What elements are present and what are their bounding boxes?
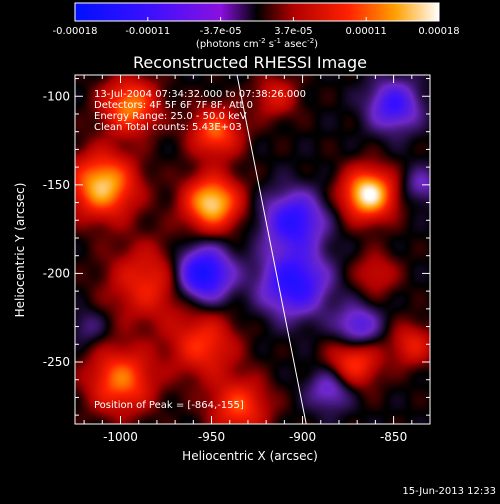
peak-position-label: Position of Peak = [-864,-155] xyxy=(94,400,244,411)
x-tick-label: -900 xyxy=(289,430,316,444)
colorbar-tick-label: 0.00011 xyxy=(346,26,387,37)
annotation-energy: Energy Range: 25.0 - 50.0 keV xyxy=(94,111,247,122)
x-tick-label: -1000 xyxy=(103,430,138,444)
colorbar: -0.00018 -0.00011 -3.7e-05 3.7e-05 0.00011 0.… xyxy=(53,2,460,50)
annotation-detectors: Detectors: 4F 5F 6F 7F 8F, Att 0 xyxy=(94,100,253,111)
date-stamp: 15-Jun-2013 12:33 xyxy=(402,486,496,497)
y-tick-label: -150 xyxy=(43,178,70,192)
y-tick-label: -200 xyxy=(43,266,70,280)
chart-title: Reconstructed RHESSI Image xyxy=(133,53,367,72)
plot-frame xyxy=(74,74,431,425)
x-tick-label: -950 xyxy=(198,430,225,444)
colorbar-tick-label: -0.00011 xyxy=(125,26,170,37)
y-tick-label: -100 xyxy=(43,89,70,103)
x-tick-label: -850 xyxy=(380,430,407,444)
annotation-counts: Clean Total counts: 5.43E+03 xyxy=(94,122,242,133)
annotation-time: 13-Jul-2004 07:34:32.000 to 07:38:26.000 xyxy=(94,89,306,100)
colorbar-label: (photons cm-2 s-1 asec-2) xyxy=(196,37,318,50)
y-tick-label: -250 xyxy=(43,355,70,369)
solar-limb-line xyxy=(236,75,307,424)
x-axis-label: Heliocentric X (arcsec) xyxy=(182,449,318,463)
colorbar-gradient xyxy=(74,2,440,22)
colorbar-tick-label: -0.00018 xyxy=(53,26,98,37)
colorbar-tick-label: -3.7e-05 xyxy=(200,26,242,37)
y-axis-label: Heliocentric Y (arcsec) xyxy=(13,183,27,318)
colorbar-tick-label: 0.00018 xyxy=(418,26,459,37)
colorbar-tick-label: 3.7e-05 xyxy=(274,26,312,37)
annotation-block: 13-Jul-2004 07:34:32.000 to 07:38:26.000… xyxy=(94,89,306,133)
